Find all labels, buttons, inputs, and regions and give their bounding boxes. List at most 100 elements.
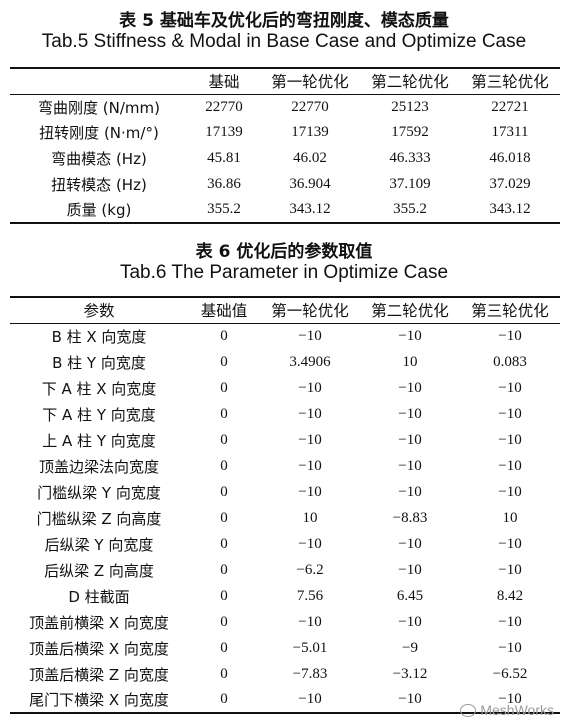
- cell-value: 343.12: [289, 201, 331, 218]
- table5-header-cell: 第一轮优化: [271, 73, 349, 92]
- table-row: 弯曲模态 (Hz) 45.81 46.02 46.333 46.018: [10, 146, 560, 172]
- table5-header-row: 基础 第一轮优化 第二轮优化 第三轮优化: [10, 68, 560, 94]
- cell-value: 0: [220, 561, 228, 578]
- row-label: 弯曲刚度 (N/mm): [38, 98, 160, 117]
- row-label: D 柱截面: [68, 587, 130, 606]
- cell-value: −10: [498, 405, 522, 422]
- table6-header-cell: 第三轮优化: [471, 302, 549, 321]
- cell-value: −10: [298, 405, 322, 422]
- row-label: 顶盖后横梁 Z 向宽度: [29, 665, 169, 684]
- cell-value: −10: [398, 613, 422, 630]
- cell-value: −8.83: [392, 509, 428, 526]
- cell-value: −5.01: [292, 639, 328, 656]
- cell-value: 22770: [205, 98, 243, 115]
- cell-value: −10: [498, 483, 522, 500]
- table5-header-cell: [10, 68, 188, 94]
- cell-value: 37.109: [389, 175, 431, 192]
- cell-value: 355.2: [207, 201, 241, 218]
- cell-value: −10: [398, 431, 422, 448]
- row-label: 下 A 柱 X 向宽度: [41, 379, 157, 398]
- watermark: MeshWorks: [460, 702, 554, 718]
- row-label: 尾门下横梁 X 向宽度: [29, 691, 169, 709]
- watermark-text: MeshWorks: [480, 702, 554, 718]
- cell-value: 0: [220, 535, 228, 552]
- cell-value: −10: [398, 561, 422, 578]
- cell-value: 46.333: [389, 149, 431, 166]
- cell-value: 0: [220, 483, 228, 500]
- cell-value: 0: [220, 379, 228, 396]
- cell-value: 343.12: [489, 201, 531, 218]
- table5-title-cn: 表 5 基础车及优化后的弯扭刚度、模态质量: [119, 11, 449, 31]
- table-row: 下 A 柱 X 向宽度 0 −10 −10 −10: [10, 375, 560, 401]
- table-row: 后纵梁 Z 向高度 0 −6.2 −10 −10: [10, 557, 560, 583]
- table6-header-cell: 第一轮优化: [271, 302, 349, 321]
- cell-value: 8.42: [496, 587, 524, 604]
- cell-value: 17311: [491, 124, 529, 141]
- table6-title-en: Tab.6 The Parameter in Optimize Case: [119, 262, 449, 283]
- cell-value: 355.2: [393, 201, 427, 218]
- table5: 基础 第一轮优化 第二轮优化 第三轮优化 弯曲刚度 (N/mm) 22770 227…: [10, 67, 560, 224]
- cell-value: −10: [298, 483, 322, 500]
- table-row: 顶盖前横梁 X 向宽度 0 −10 −10 −10: [10, 609, 560, 635]
- table-row: 弯曲刚度 (N/mm) 22770 22770 25123 22721: [10, 94, 560, 120]
- row-label: 门槛纵梁 Z 向高度: [36, 509, 162, 528]
- cell-value: 37.029: [489, 175, 531, 192]
- cell-value: −7.83: [292, 665, 328, 682]
- cell-value: −10: [398, 379, 422, 396]
- table5-header-cell: 第二轮优化: [371, 73, 449, 92]
- cell-value: 17592: [391, 124, 429, 141]
- table6-header-cell: 基础值: [200, 302, 248, 321]
- cell-value: −10: [498, 457, 522, 474]
- cell-value: −10: [298, 327, 322, 344]
- cell-value: 36.904: [289, 175, 331, 192]
- cell-value: 0: [220, 431, 228, 448]
- cell-value: 22770: [291, 98, 329, 115]
- table6-header-row: 参数 基础值 第一轮优化 第二轮优化 第三轮优化: [10, 297, 560, 323]
- wechat-icon: [460, 703, 477, 717]
- cell-value: 46.018: [489, 149, 531, 166]
- cell-value: 3.4906: [289, 353, 331, 370]
- row-label: 后纵梁 Z 向高度: [44, 561, 154, 580]
- cell-value: −10: [498, 535, 522, 552]
- cell-value: 36.86: [207, 175, 241, 192]
- table-row: 顶盖后横梁 Z 向宽度 0 −7.83 −3.12 −6.52: [10, 661, 560, 687]
- cell-value: −9: [402, 639, 418, 656]
- cell-value: 0: [220, 613, 228, 630]
- table5-title-en: Tab.5 Stiffness & Modal in Base Case and…: [41, 31, 527, 52]
- cell-value: 46.02: [293, 149, 327, 166]
- cell-value: 0: [220, 405, 228, 422]
- cell-value: 0: [220, 639, 228, 656]
- row-label: 门槛纵梁 Y 向宽度: [37, 483, 161, 502]
- cell-value: 0.083: [493, 353, 527, 370]
- table-row: 门槛纵梁 Y 向宽度 0 −10 −10 −10: [10, 479, 560, 505]
- table-row: 尾门下横梁 X 向宽度 0 −10 −10 −10: [10, 687, 560, 713]
- table-row: 质量 (kg) 355.2 343.12 355.2 343.12: [10, 197, 560, 223]
- table6-header-cell: 参数: [83, 302, 115, 321]
- cell-value: −10: [498, 561, 522, 578]
- cell-value: −3.12: [392, 665, 428, 682]
- table6-header-cell: 第二轮优化: [371, 302, 449, 321]
- cell-value: −10: [398, 483, 422, 500]
- row-label: B 柱 Y 向宽度: [52, 353, 146, 372]
- cell-value: 10: [502, 509, 518, 526]
- row-label: B 柱 X 向宽度: [51, 327, 147, 346]
- cell-value: 6.45: [396, 587, 424, 604]
- cell-value: −10: [298, 379, 322, 396]
- table-row: 上 A 柱 Y 向宽度 0 −10 −10 −10: [10, 427, 560, 453]
- cell-value: 0: [220, 665, 228, 682]
- cell-value: −10: [298, 691, 322, 707]
- row-label: 顶盖前横梁 X 向宽度: [29, 613, 169, 632]
- table-row: B 柱 X 向宽度 0 −10 −10 −10: [10, 323, 560, 349]
- cell-value: −10: [498, 431, 522, 448]
- cell-value: 10: [302, 509, 318, 526]
- cell-value: −10: [298, 535, 322, 552]
- cell-value: −6.52: [492, 665, 528, 682]
- cell-value: −10: [398, 327, 422, 344]
- row-label: 后纵梁 Y 向宽度: [44, 535, 154, 554]
- table-row: 后纵梁 Y 向宽度 0 −10 −10 −10: [10, 531, 560, 557]
- table5-header-cell: 基础: [208, 73, 240, 92]
- table-row: 门槛纵梁 Z 向高度 0 10 −8.83 10: [10, 505, 560, 531]
- table-row: 扭转刚度 (N·m/°) 17139 17139 17592 17311: [10, 120, 560, 146]
- row-label: 质量 (kg): [66, 201, 132, 220]
- row-label: 顶盖后横梁 X 向宽度: [29, 639, 169, 658]
